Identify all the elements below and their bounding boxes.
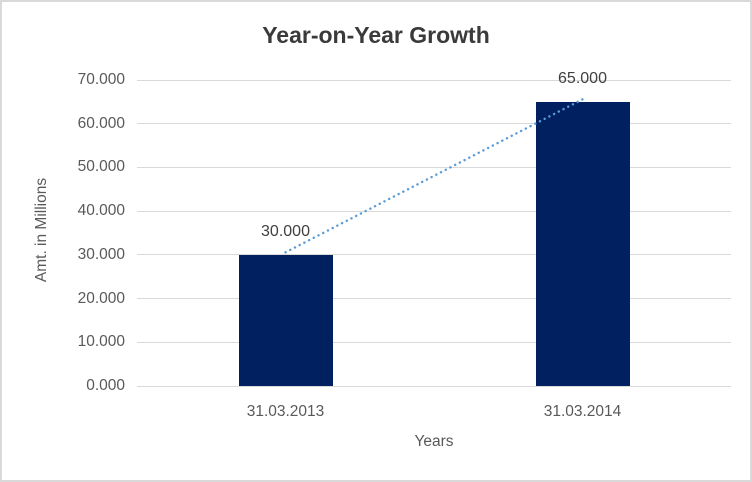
- y-axis-title: Amt. in Millions: [33, 177, 50, 283]
- bar-data-label: 65.000: [558, 69, 607, 87]
- gridline: [137, 385, 731, 387]
- gridline: [137, 210, 731, 212]
- gridline: [137, 166, 731, 168]
- y-tick-label: 10.000: [77, 333, 125, 351]
- gridline: [137, 341, 731, 343]
- y-tick-label: 60.000: [77, 114, 125, 132]
- x-category-label: 31.03.2014: [543, 403, 622, 420]
- gridline: [137, 79, 731, 81]
- y-tick-label: 30.000: [77, 245, 125, 263]
- gridline: [137, 298, 731, 300]
- bar: [238, 254, 333, 386]
- x-axis-title: Years: [414, 433, 454, 450]
- chart-title: Year-on-Year Growth: [262, 22, 490, 48]
- gridline: [137, 254, 731, 256]
- bar-data-label: 30.000: [261, 222, 310, 240]
- y-tick-label: 70.000: [77, 71, 125, 88]
- y-tick-label: 20.000: [77, 289, 125, 307]
- bar: [535, 101, 630, 386]
- plot-area: 30.000 31.03.2013 65.000 31.03.2014: [137, 70, 731, 420]
- y-tick-label: 50.000: [77, 158, 125, 176]
- gridline: [137, 123, 731, 125]
- y-tick-label: 40.000: [77, 202, 125, 220]
- x-category-label: 31.03.2013: [246, 403, 325, 420]
- y-tick-label: 0.000: [86, 377, 125, 394]
